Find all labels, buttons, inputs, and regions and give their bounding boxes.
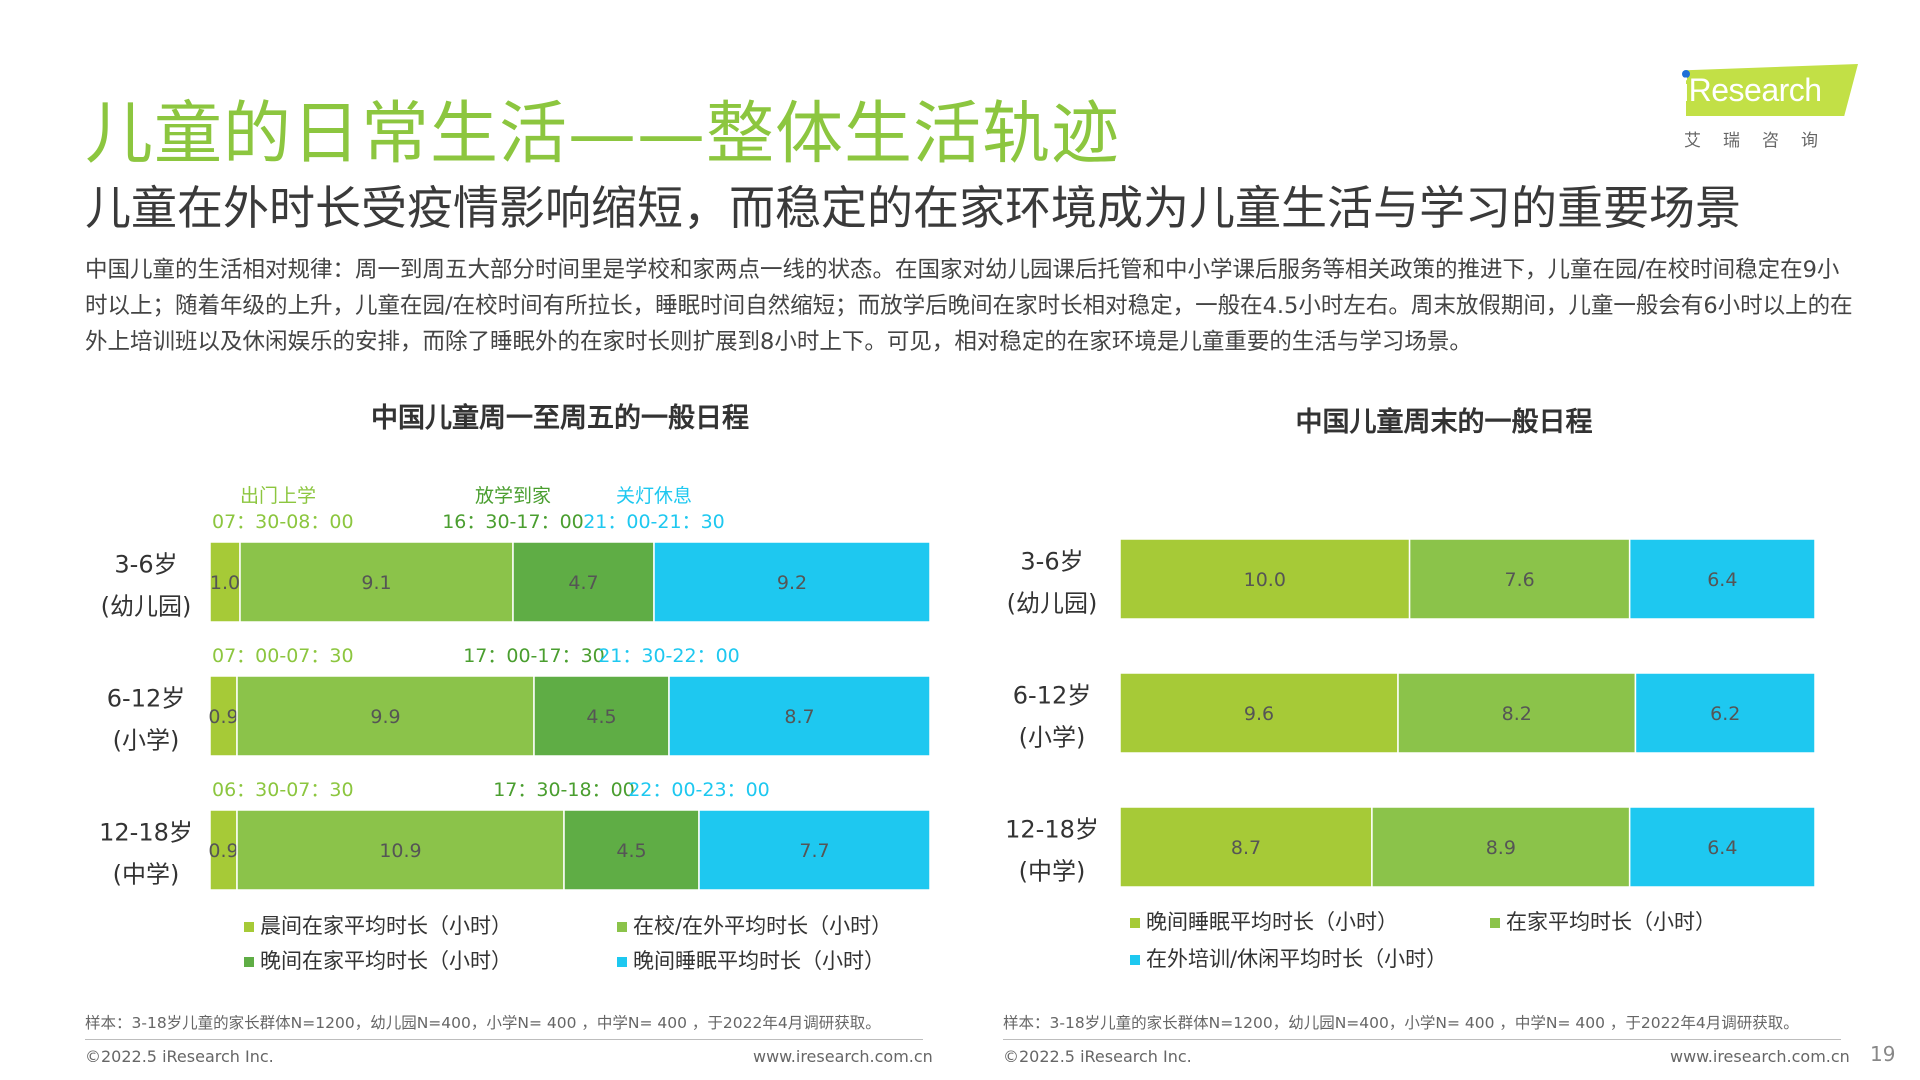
data-label: 4.5 [616, 840, 646, 862]
event-label: 出门上学 [240, 485, 316, 507]
data-label: 10.9 [379, 840, 421, 862]
bar-segment [1634, 672, 1816, 754]
bar-segment [236, 675, 535, 757]
legend-weekday-sleep: 晚间睡眠平均时长（小时） [617, 945, 885, 975]
legend-weekday-morning: 晨间在家平均时长（小时） [244, 910, 512, 940]
data-label: 9.1 [361, 572, 391, 594]
legend-swatch [1490, 918, 1500, 928]
footer-divider [85, 1039, 923, 1040]
time-label: 16：30-17：00 [442, 511, 584, 533]
category-sublabel: (小学) [113, 726, 180, 754]
legend-swatch [244, 957, 254, 967]
bar-segment [1119, 538, 1411, 620]
category-sublabel: (小学) [1019, 723, 1086, 751]
time-label: 17：30-18：00 [493, 779, 635, 801]
category-label: 12-18岁 [1005, 815, 1099, 843]
data-label: 9.2 [777, 572, 807, 594]
footer-divider [1003, 1039, 1841, 1040]
weekend-chart-title: 中国儿童周末的一般日程 [1295, 407, 1593, 438]
data-label: 7.7 [799, 840, 829, 862]
event-label: 放学到家 [475, 485, 551, 507]
category-label: 6-12岁 [107, 684, 185, 712]
data-label: 4.5 [586, 706, 616, 728]
legend-swatch [1130, 955, 1140, 965]
bar-segment [1397, 672, 1637, 754]
bar-segment [653, 541, 931, 623]
data-label: 0.9 [208, 706, 238, 728]
bar-segment [236, 809, 565, 891]
category-label: 6-12岁 [1013, 681, 1091, 709]
data-label: 9.9 [370, 706, 400, 728]
category-sublabel: (中学) [113, 860, 180, 888]
bar-segment [239, 541, 514, 623]
bar-segment [1119, 806, 1373, 888]
legend-weekend-outside: 在外培训/休闲平均时长（小时） [1130, 943, 1447, 973]
category-label: 12-18岁 [99, 818, 193, 846]
page-title: 儿童的日常生活——整体生活轨迹 [85, 95, 1121, 174]
legend-swatch [244, 922, 254, 932]
bar-segment [209, 809, 238, 891]
category-sublabel: (幼儿园) [101, 592, 192, 620]
time-label: 07：30-08：00 [212, 511, 354, 533]
time-label: 17：00-17：30 [463, 645, 605, 667]
time-label: 21：00-21：30 [583, 511, 725, 533]
weekend-sample-note: 样本：3-18岁儿童的家长群体N=1200，幼儿园N=400，小学N= 400 … [1003, 1014, 1799, 1032]
website-right[interactable]: www.iresearch.com.cn [1670, 1047, 1850, 1066]
legend-swatch [1130, 918, 1140, 928]
legend-weekend-home: 在家平均时长（小时） [1490, 906, 1716, 936]
data-label: 0.9 [208, 840, 238, 862]
weekend-chart: 3-6岁 (幼儿园) 10.0 7.6 6.4 6-12岁 (小学) 9.6 8.2 6.2 12-… [1005, 538, 1816, 888]
legend-weekday-school: 在校/在外平均时长（小时） [617, 910, 892, 940]
bar-segment [512, 541, 655, 623]
data-label: 7.6 [1505, 569, 1535, 591]
weekday-chart-title: 中国儿童周一至周五的一般日程 [371, 403, 749, 434]
body-paragraph: 中国儿童的生活相对规律：周一到周五大部分时间里是学校和家两点一线的状态。在国家对… [85, 257, 1853, 355]
bar-segment [698, 809, 931, 891]
website-left[interactable]: www.iresearch.com.cn [753, 1047, 933, 1066]
event-label: 关灯休息 [616, 485, 692, 507]
copyright-right: ©2022.5 iResearch Inc. [1003, 1047, 1192, 1066]
time-label: 07：00-07：30 [212, 645, 354, 667]
bar-segment [1408, 538, 1631, 620]
bar-segment [1628, 806, 1816, 888]
data-label: 9.6 [1244, 703, 1274, 725]
copyright-left: ©2022.5 iResearch Inc. [85, 1047, 274, 1066]
data-label: 6.2 [1710, 703, 1740, 725]
time-label: 22：00-23：00 [628, 779, 770, 801]
weekday-sample-note: 样本：3-18岁儿童的家长群体N=1200，幼儿园N=400，小学N= 400 … [85, 1014, 881, 1032]
data-label: 8.7 [1231, 837, 1261, 859]
bar-segment [1371, 806, 1631, 888]
category-sublabel: (幼儿园) [1007, 589, 1098, 617]
bar-segment [533, 675, 670, 757]
data-label: 8.2 [1502, 703, 1532, 725]
page-number: 19 [1870, 1042, 1896, 1066]
legend-weekend-sleep: 晚间睡眠平均时长（小时） [1130, 906, 1398, 936]
time-label: 21：30-22：00 [598, 645, 740, 667]
bar-segment [1628, 538, 1816, 620]
legend-swatch [617, 957, 627, 967]
data-label: 8.7 [784, 706, 814, 728]
iresearch-logo: iResearch 艾瑞咨询 [1680, 62, 1870, 152]
category-sublabel: (中学) [1019, 857, 1086, 885]
data-label: 6.4 [1707, 569, 1737, 591]
category-label: 3-6岁 [114, 550, 177, 578]
data-label: 1.0 [210, 572, 240, 594]
legend-swatch [617, 922, 627, 932]
page-subtitle: 儿童在外时长受疫情影响缩短，而稳定的在家环境成为儿童生活与学习的重要场景 [85, 181, 1741, 235]
logo-subtitle: 艾瑞咨询 [1684, 131, 1840, 151]
category-label: 3-6岁 [1020, 547, 1083, 575]
data-label: 6.4 [1707, 837, 1737, 859]
legend-weekday-evening: 晚间在家平均时长（小时） [244, 945, 512, 975]
bar-segment [1119, 672, 1399, 754]
bar-segment [668, 675, 931, 757]
weekday-chart: 3-6岁 (幼儿园) 1.0 9.1 4.7 9.2 07：30-08：00 出门上学 16：3… [99, 485, 931, 891]
data-label: 4.7 [568, 572, 598, 594]
data-label: 8.9 [1486, 837, 1516, 859]
data-label: 10.0 [1244, 569, 1286, 591]
bar-segment [209, 675, 238, 757]
time-label: 06：30-07：30 [212, 779, 354, 801]
logo-text: iResearch [1682, 72, 1822, 108]
bar-segment [209, 541, 241, 623]
